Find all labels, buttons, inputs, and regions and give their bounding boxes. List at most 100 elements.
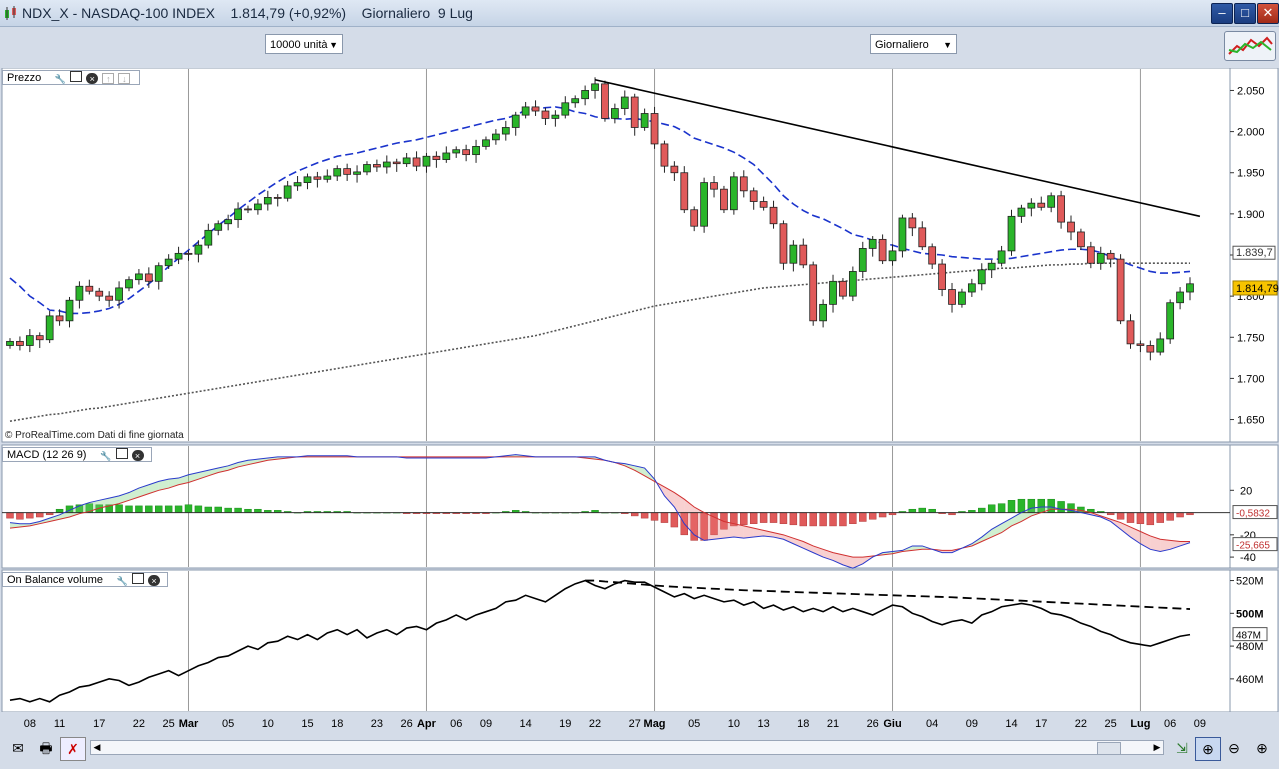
- candle-body: [462, 149, 471, 156]
- close-icon[interactable]: ×: [148, 575, 161, 586]
- obv-value-label: 487M: [1236, 631, 1261, 642]
- macd-fill-segment: [10, 522, 20, 529]
- macd-histogram-bar: [908, 508, 917, 513]
- mail-icon[interactable]: ✉: [12, 740, 24, 756]
- candle-body: [492, 133, 500, 141]
- macd-histogram-bar: [1156, 512, 1164, 523]
- macd-fill-segment: [148, 481, 159, 494]
- close-icon[interactable]: ×: [131, 450, 144, 461]
- candle-body: [1146, 345, 1155, 353]
- candle-body: [1156, 338, 1165, 353]
- window-icon[interactable]: [132, 573, 145, 584]
- candle-body: [313, 176, 322, 180]
- macd-axis-tick-label: 20: [1240, 485, 1252, 497]
- macd-fill-segment: [991, 523, 1002, 538]
- scroll-right-icon[interactable]: ▶: [1153, 742, 1161, 752]
- macd-histogram-bar: [214, 506, 222, 513]
- units-select[interactable]: 10000 unità ▼: [265, 34, 343, 54]
- candle-body: [591, 83, 599, 91]
- candle-body: [650, 113, 659, 145]
- wrench-icon[interactable]: 🔧: [99, 451, 112, 461]
- x-axis-tick-label: 22: [589, 718, 601, 730]
- macd-fill-segment: [128, 488, 139, 501]
- macd-fill-segment: [247, 459, 258, 465]
- candle-body: [987, 262, 996, 271]
- candle-body: [501, 127, 510, 135]
- candle-body: [829, 280, 837, 305]
- arrow-down-icon[interactable]: ↓: [118, 73, 131, 84]
- zoom-out-icon[interactable]: ⊖: [1228, 740, 1240, 756]
- period-select[interactable]: Giornaliero ▼: [870, 34, 957, 54]
- chart-area[interactable]: 2.0502.0001.9501.9001.8501.8001.7501.700…: [0, 68, 1279, 733]
- x-axis-tick-label: 18: [331, 718, 343, 730]
- wrench-icon[interactable]: 🔧: [54, 74, 66, 84]
- price-axis-tick-label: 1.750: [1237, 332, 1265, 344]
- close-window-button[interactable]: ✕: [1257, 3, 1279, 24]
- close-icon[interactable]: ×: [86, 73, 99, 84]
- print-icon[interactable]: 🖶: [39, 740, 53, 756]
- x-axis-tick-label: 04: [926, 718, 938, 730]
- candle-body: [184, 252, 193, 255]
- x-axis-tick-label: Lug: [1130, 718, 1150, 730]
- candle-body: [898, 217, 907, 252]
- window-title: NDX_X - NASDAQ-100 INDEX 1.814,79 (+0,92…: [22, 5, 473, 21]
- candle-body: [244, 208, 252, 211]
- candle-body: [45, 315, 54, 341]
- maximize-button[interactable]: □: [1234, 3, 1256, 24]
- candle-body: [848, 271, 857, 297]
- horizontal-scrollbar[interactable]: ◀ ▶: [90, 740, 1164, 755]
- candle-body: [809, 264, 818, 322]
- macd-histogram-bar: [779, 512, 788, 524]
- window-icon[interactable]: [70, 71, 83, 82]
- macd-fill-segment: [1130, 527, 1141, 544]
- crosshair-tool-icon[interactable]: ⇲: [1176, 740, 1188, 756]
- macd-histogram-bar: [769, 512, 778, 523]
- macd-fill-segment: [773, 532, 784, 540]
- arrow-up-icon[interactable]: ↑: [102, 73, 115, 84]
- window-icon[interactable]: [115, 448, 128, 459]
- candle-body: [868, 238, 877, 249]
- zoom-fit-icon[interactable]: ⊕: [1195, 737, 1221, 761]
- candle-body: [1007, 215, 1016, 252]
- candle-body: [432, 155, 441, 160]
- macd-histogram-bar: [849, 512, 857, 524]
- macd-fill-segment: [158, 479, 169, 491]
- macd-fill-segment: [833, 552, 843, 565]
- x-axis-tick-label: 10: [262, 718, 274, 730]
- wrench-icon[interactable]: 🔧: [116, 576, 128, 586]
- candle-body: [710, 182, 718, 190]
- chart-style-button[interactable]: [1224, 31, 1276, 61]
- x-axis-tick-label: 09: [1194, 718, 1206, 730]
- macd-histogram-bar: [244, 508, 252, 513]
- macd-fill-segment: [109, 495, 120, 506]
- x-axis-tick-label: 13: [757, 718, 769, 730]
- scroll-thumb[interactable]: [1097, 742, 1121, 755]
- macd-histogram-bar: [660, 512, 669, 523]
- candle-body: [521, 106, 530, 116]
- candle-body: [363, 164, 371, 173]
- macd-panel-header: MACD (12 26 9) 🔧 ×: [2, 447, 152, 462]
- x-axis-tick-label: 15: [301, 718, 313, 730]
- macd-histogram-bar: [1136, 512, 1145, 524]
- scroll-left-icon[interactable]: ◀: [93, 742, 101, 752]
- candle-body: [194, 244, 203, 255]
- candle-body: [680, 172, 689, 211]
- x-axis-tick-label: 18: [797, 718, 809, 730]
- candle-body: [125, 279, 133, 289]
- macd-line: [9, 454, 1191, 569]
- minimize-button[interactable]: ‒: [1211, 3, 1233, 24]
- x-axis-tick-label: 26: [401, 718, 413, 730]
- macd-fill-segment: [624, 463, 635, 471]
- candle-body: [700, 182, 708, 227]
- macd-histogram-bar: [1146, 512, 1155, 526]
- obv-axis-tick-label: 520M: [1236, 576, 1264, 588]
- macd-histogram-bar: [26, 512, 34, 519]
- x-axis-tick-label: 06: [450, 718, 462, 730]
- zoom-in-icon[interactable]: ⊕: [1256, 740, 1268, 756]
- macd-fill-segment: [1001, 518, 1012, 533]
- macd-histogram-bar: [650, 512, 659, 521]
- macd-histogram-bar: [224, 507, 232, 513]
- candle-body: [511, 114, 520, 128]
- macd-fill-segment: [178, 474, 189, 485]
- disconnect-icon[interactable]: ✗: [60, 737, 86, 761]
